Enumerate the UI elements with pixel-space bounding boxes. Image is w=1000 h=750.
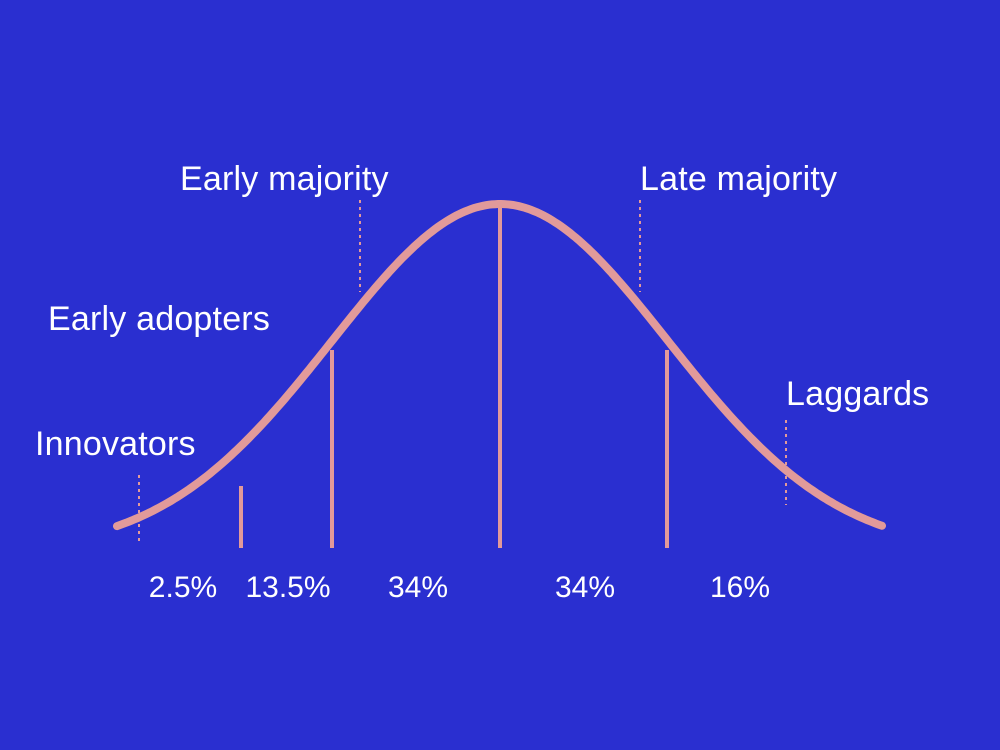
label-innovators: Innovators	[35, 425, 196, 463]
label-early-adopters: Early adopters	[48, 300, 271, 338]
share-early-majority: 34%	[387, 571, 449, 604]
bell-curve	[113, 200, 886, 531]
share-laggards: 16%	[709, 571, 771, 604]
share-early-adopters: 13.5%	[245, 571, 331, 604]
label-early-majority: Early majority	[180, 160, 389, 198]
share-innovators: 2.5%	[148, 571, 218, 604]
label-late-majority: Late majority	[640, 160, 838, 198]
label-laggards: Laggards	[786, 375, 930, 413]
share-late-majority: 34%	[554, 571, 616, 604]
